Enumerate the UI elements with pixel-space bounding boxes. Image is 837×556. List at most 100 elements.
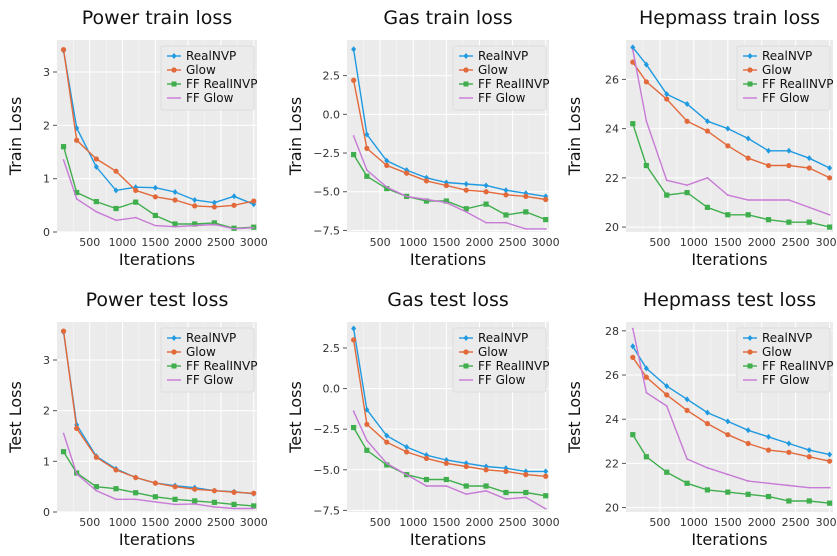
panel-gas-test: 500 1000 1500 2000 2500 3000 2.5 0.0 −2.5 −5.0 −7.… (286, 289, 560, 549)
x-tick-label: 500 (649, 516, 670, 529)
data-point (423, 178, 430, 184)
x-tick-label: 3000 (240, 236, 268, 249)
data-point (806, 447, 812, 454)
data-point (75, 473, 78, 475)
panel-gas-train: 500 1000 1500 2000 2500 3000 2.5 0.0 −2.5 −5.0 −7.… (286, 7, 560, 269)
data-point (465, 210, 468, 213)
data-point (172, 484, 178, 490)
x-axis-label: Iterations (691, 250, 767, 269)
data-point (704, 118, 710, 125)
data-point (364, 145, 370, 151)
x-axis-label: Iterations (410, 530, 486, 549)
data-point (808, 486, 811, 489)
x-tick-label: 1000 (109, 236, 137, 249)
y-tick-label: −7.5 (313, 224, 340, 237)
data-point (786, 162, 792, 169)
data-point (60, 47, 67, 53)
data-point (172, 189, 178, 195)
data-point (423, 198, 430, 204)
x-tick-label: 2500 (499, 516, 527, 529)
data-point (524, 228, 527, 230)
data-point (664, 91, 670, 98)
y-tick-label: −5.0 (313, 464, 340, 477)
legend-label: FF RealINVP (762, 77, 833, 91)
legend-box (452, 327, 547, 393)
x-tick-label: 1000 (109, 516, 137, 529)
chart-title: Hepmass train loss (639, 7, 820, 29)
data-point (233, 507, 235, 510)
data-point (543, 468, 549, 475)
data-point (423, 476, 430, 483)
data-point (745, 135, 751, 142)
x-axis-label: Iterations (410, 250, 486, 269)
data-point (765, 447, 772, 453)
legend-label: FF Glow (478, 91, 526, 105)
data-point (630, 44, 636, 51)
data-point (134, 498, 137, 501)
x-tick-label: 2500 (207, 236, 235, 249)
legend-box (736, 45, 831, 111)
x-tick-label: 3000 (816, 236, 837, 249)
data-point (630, 432, 636, 438)
legend-marker (171, 349, 177, 355)
x-tick-label: 2000 (465, 516, 493, 529)
data-point (524, 496, 527, 499)
data-point (787, 199, 790, 201)
data-point (808, 206, 811, 209)
legend-marker (171, 81, 177, 87)
legend-marker (463, 67, 469, 73)
data-point (543, 493, 549, 499)
data-point (443, 198, 449, 204)
data-point (828, 486, 831, 489)
legend-marker (747, 81, 753, 87)
data-point (664, 469, 670, 475)
data-point (631, 48, 634, 51)
x-tick-label: 2000 (174, 236, 202, 249)
legend-box (452, 45, 547, 111)
data-point (523, 193, 529, 199)
data-point (503, 192, 509, 198)
data-point (806, 454, 812, 460)
data-point (211, 220, 217, 226)
data-point (725, 143, 731, 149)
y-tick-label: 22 (605, 457, 619, 470)
data-point (443, 476, 449, 483)
data-point (543, 473, 549, 479)
data-point (172, 496, 178, 502)
data-point (643, 365, 649, 372)
data-point (766, 147, 772, 154)
data-point (113, 205, 119, 212)
x-tick-label: 3000 (816, 516, 837, 529)
data-point (74, 189, 80, 196)
legend-label: FF Glow (186, 373, 234, 387)
data-point (725, 125, 731, 132)
chart-title: Power test loss (86, 289, 229, 311)
data-point (385, 462, 388, 465)
y-tick-label: 2 (43, 119, 50, 132)
data-point (704, 409, 710, 416)
data-point (74, 137, 80, 143)
data-point (364, 406, 370, 413)
y-tick-label: 3 (43, 354, 50, 367)
legend-label: Glow (478, 345, 508, 359)
data-point (483, 182, 489, 189)
data-point (384, 186, 390, 192)
x-tick-label: 2000 (748, 516, 776, 529)
x-tick-label: 500 (370, 516, 391, 529)
panel-hepmass-test: 500 1000 1500 2000 2500 3000 20 22 24 26 28 Hepmass… (565, 289, 837, 549)
y-tick-label: 28 (605, 325, 619, 338)
y-axis-label: Train Loss (565, 97, 584, 177)
data-point (523, 489, 529, 496)
y-tick-label: 1 (43, 173, 50, 186)
data-point (523, 472, 529, 478)
data-point (630, 59, 636, 65)
data-point (827, 500, 833, 506)
data-point (62, 432, 65, 435)
y-axis-label: Test Loss (286, 381, 305, 454)
data-point (745, 427, 751, 434)
data-point (93, 156, 99, 162)
data-point (95, 489, 98, 492)
legend-label: Glow (478, 63, 508, 77)
chart-title: Gas test loss (387, 289, 509, 311)
x-tick-label: 2000 (174, 516, 202, 529)
